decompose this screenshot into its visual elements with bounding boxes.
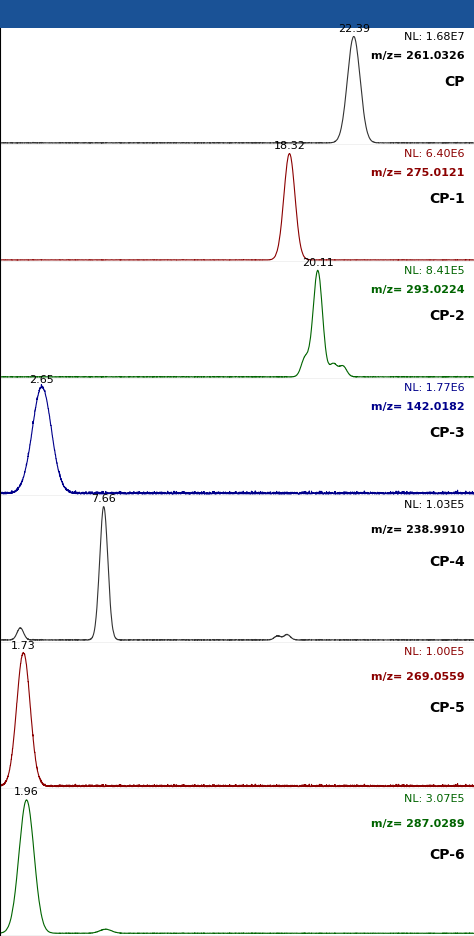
Text: 1.96: 1.96 — [14, 787, 39, 797]
Text: m/z= 238.9910: m/z= 238.9910 — [371, 525, 465, 535]
Text: NL: 3.07E5: NL: 3.07E5 — [404, 794, 465, 804]
Text: 22.39: 22.39 — [338, 24, 370, 35]
Text: CP-4: CP-4 — [429, 555, 465, 569]
Text: 2.65: 2.65 — [29, 375, 54, 386]
Text: 1.73: 1.73 — [11, 641, 36, 651]
Text: CP-6: CP-6 — [429, 848, 465, 862]
Text: m/z= 287.0289: m/z= 287.0289 — [371, 819, 465, 828]
X-axis label: Time (min): Time (min) — [207, 520, 267, 531]
Text: NL: 1.77E6: NL: 1.77E6 — [404, 383, 465, 392]
Text: CP-2: CP-2 — [429, 309, 465, 323]
Text: 18.32: 18.32 — [273, 141, 305, 152]
Text: m/z= 142.0182: m/z= 142.0182 — [371, 402, 465, 413]
Text: NL: 6.40E6: NL: 6.40E6 — [404, 149, 465, 158]
Text: m/z= 275.0121: m/z= 275.0121 — [371, 168, 465, 179]
Text: NL: 1.68E7: NL: 1.68E7 — [404, 32, 465, 41]
Text: m/z= 293.0224: m/z= 293.0224 — [371, 285, 465, 296]
Text: CP-3: CP-3 — [429, 426, 465, 440]
Text: m/z= 261.0326: m/z= 261.0326 — [371, 51, 465, 62]
Text: CP-5: CP-5 — [429, 701, 465, 715]
Text: m/z= 269.0559: m/z= 269.0559 — [371, 672, 465, 682]
Text: 7.66: 7.66 — [91, 494, 116, 505]
Text: NL: 8.41E5: NL: 8.41E5 — [404, 266, 465, 275]
Text: NL: 1.00E5: NL: 1.00E5 — [404, 647, 465, 657]
Text: NL: 1.03E5: NL: 1.03E5 — [404, 501, 465, 510]
Text: 20.11: 20.11 — [302, 258, 334, 269]
Text: CP-1: CP-1 — [429, 192, 465, 206]
Text: CP: CP — [444, 75, 465, 89]
